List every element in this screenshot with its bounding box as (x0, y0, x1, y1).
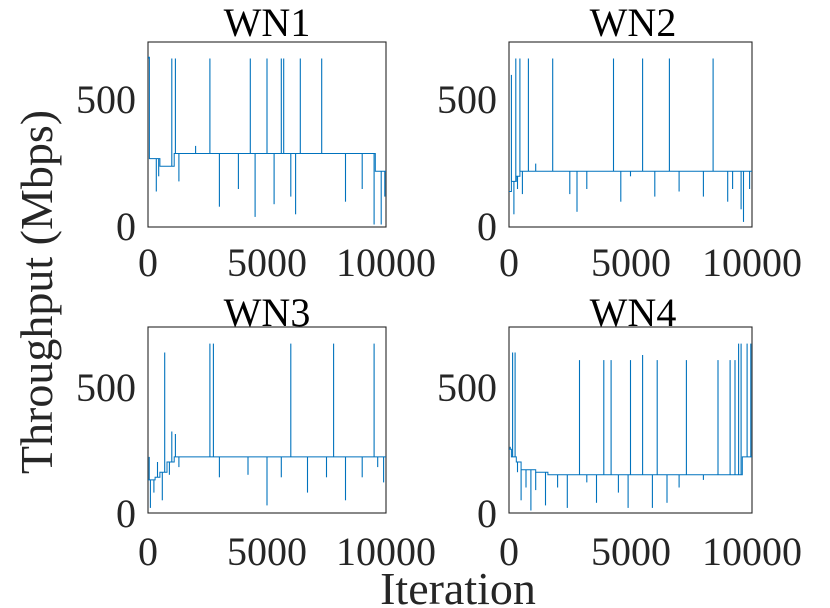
plot-area-wn2 (508, 41, 753, 228)
subplot-wn4: WN4 0 500 0 5000 10000 (437, 290, 802, 574)
subplot-title-wn1: WN1 (224, 0, 311, 45)
subplot-title-wn2: WN2 (590, 0, 677, 45)
series-wn3 (148, 343, 386, 508)
y-tick-wn1-0: 0 (116, 204, 136, 249)
x-axis-label: Iteration (380, 563, 536, 608)
series-wn4 (509, 343, 752, 511)
y-tick-wn2-500: 500 (437, 77, 497, 122)
subplot-wn2: WN2 0 500 0 5000 10000 (437, 0, 802, 285)
x-tick-wn3-5000: 5000 (227, 529, 307, 574)
x-tick-wn4-10000: 10000 (702, 529, 802, 574)
series-wn1 (148, 56, 386, 225)
y-tick-wn4-500: 500 (437, 365, 497, 410)
subplot-wn3: WN3 0 500 0 5000 10000 (76, 290, 436, 574)
x-tick-wn4-0: 0 (499, 529, 519, 574)
y-tick-wn1-500: 500 (76, 77, 136, 122)
x-tick-wn3-10000: 10000 (336, 529, 436, 574)
y-tick-wn3-0: 0 (116, 491, 136, 536)
throughput-line-3 (148, 456, 386, 481)
x-tick-wn3-0: 0 (138, 529, 158, 574)
throughput-line-1 (148, 56, 386, 172)
y-tick-wn2-0: 0 (477, 204, 497, 249)
y-tick-wn3-500: 500 (76, 365, 136, 410)
x-tick-wn1-10000: 10000 (336, 240, 436, 285)
x-tick-wn2-0: 0 (499, 240, 519, 285)
series-wn2 (509, 58, 752, 222)
x-tick-wn1-5000: 5000 (227, 240, 307, 285)
subplot-wn1: WN1 0 500 0 5000 10000 (76, 0, 436, 285)
y-axis-label: Throughput (Mbps) (11, 110, 62, 474)
x-tick-wn2-10000: 10000 (702, 240, 802, 285)
x-tick-wn2-5000: 5000 (591, 240, 671, 285)
x-tick-wn1-0: 0 (138, 240, 158, 285)
y-tick-wn4-0: 0 (477, 491, 497, 536)
x-tick-wn4-5000: 5000 (591, 529, 671, 574)
